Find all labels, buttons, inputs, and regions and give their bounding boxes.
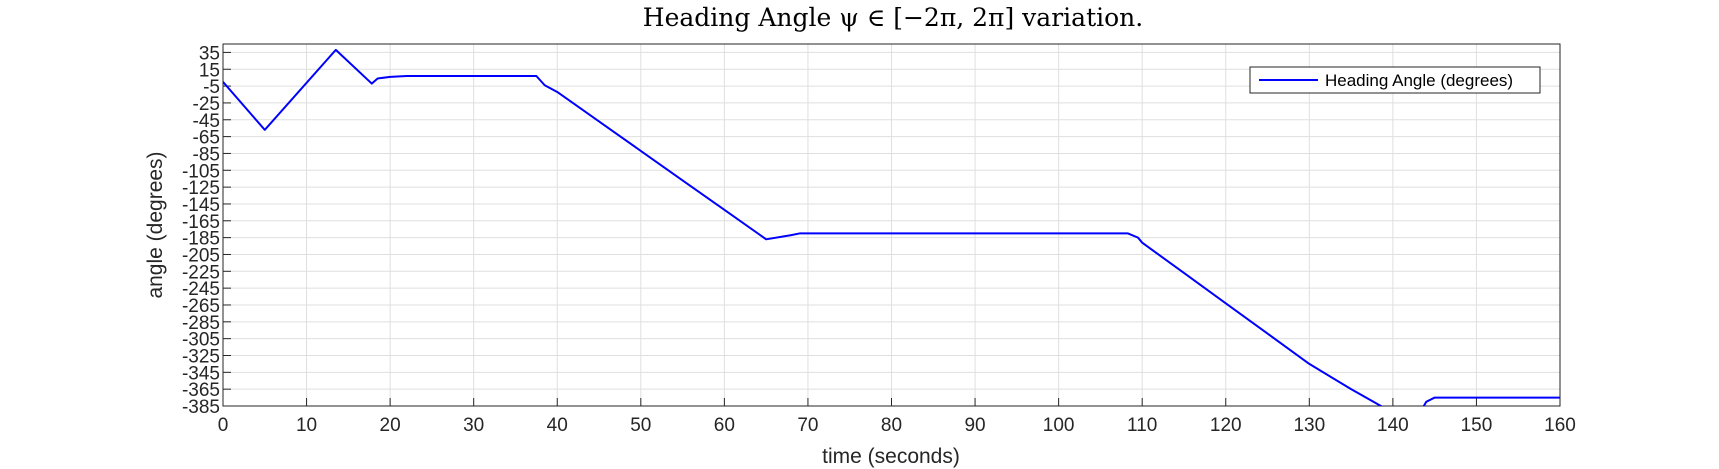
- x-tick-label: 40: [547, 415, 568, 436]
- y-tick-label: -385: [182, 397, 220, 418]
- x-tick-label: 30: [463, 415, 484, 436]
- y-tick-label: -225: [182, 262, 220, 283]
- legend-entry: Heading Angle (degrees): [1325, 71, 1513, 90]
- y-tick-label: -365: [182, 380, 220, 401]
- x-tick-label: 10: [296, 415, 317, 436]
- y-tick-label: -245: [182, 279, 220, 300]
- y-tick-label: -325: [182, 346, 220, 367]
- x-tick-label: 140: [1377, 415, 1409, 436]
- x-tick-label: 150: [1461, 415, 1493, 436]
- y-tick-label: -65: [193, 128, 220, 149]
- x-tick-label: 50: [630, 415, 651, 436]
- y-tick-label: -25: [193, 94, 220, 115]
- y-tick-label: -265: [182, 296, 220, 317]
- x-tick-label: 160: [1544, 415, 1576, 436]
- y-tick-label: -285: [182, 313, 220, 334]
- x-tick-label: 120: [1210, 415, 1242, 436]
- y-tick-label: -45: [193, 111, 220, 132]
- x-tick-label: 110: [1127, 415, 1157, 436]
- y-tick-label: -345: [182, 363, 220, 384]
- x-tick-label: 80: [881, 415, 902, 436]
- legend: Heading Angle (degrees): [1249, 66, 1541, 94]
- chart-title: Heading Angle ψ ∈ [−2π, 2π] variation.: [643, 3, 1143, 32]
- x-tick-label: 60: [714, 415, 735, 436]
- series-layer: [223, 48, 1560, 406]
- plot-frame: [222, 43, 1561, 407]
- y-axis-label: angle (degrees): [144, 151, 167, 298]
- x-tick-label: 70: [797, 415, 818, 436]
- x-tick-label: 90: [964, 415, 985, 436]
- series-line-heading-angle: [223, 48, 1560, 406]
- y-tick-label: -165: [182, 212, 220, 233]
- x-tick-labels: 0 10 20 30 40 50 60 70 80 90 100 110 120 130 140 150 160: [218, 415, 1576, 436]
- y-tick-label: -105: [182, 161, 220, 182]
- y-tick-labels: 3515-5-25-45-65-85-105-125-145-165-185-2…: [182, 43, 220, 418]
- y-tick-label: -145: [182, 195, 220, 216]
- y-tick-label: 35: [199, 43, 220, 64]
- y-tick-label: 15: [199, 60, 220, 81]
- y-tick-label: -85: [193, 144, 220, 165]
- y-tick-label: -5: [203, 77, 220, 98]
- y-tick-label: -125: [182, 178, 220, 199]
- x-tick-label: 130: [1293, 415, 1325, 436]
- y-tick-label: -205: [182, 245, 220, 266]
- x-tick-label: 0: [218, 415, 229, 436]
- y-tick-label: -305: [182, 330, 220, 351]
- y-tick-label: -185: [182, 229, 220, 250]
- x-axis-label: time (seconds): [822, 445, 960, 468]
- x-tick-label: 20: [380, 415, 401, 436]
- x-tick-label: 100: [1043, 415, 1075, 436]
